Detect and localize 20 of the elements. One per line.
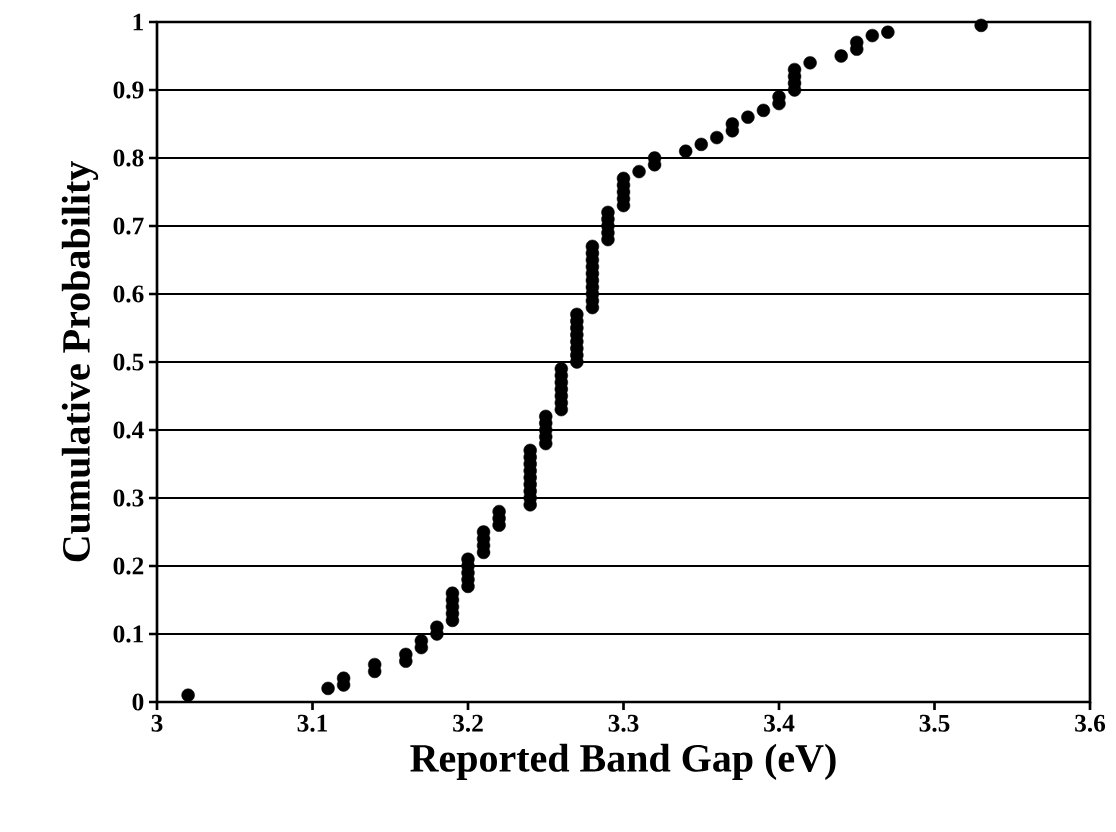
x-axis-title: Reported Band Gap (eV) xyxy=(410,743,836,780)
y-tick-label: 0.2 xyxy=(113,557,144,575)
y-tick-label: 0.5 xyxy=(113,353,144,371)
y-tick-label: 0.6 xyxy=(113,285,144,303)
y-tick-label: 0 xyxy=(132,693,144,711)
y-axis-title: Cumulative Probability xyxy=(61,161,99,562)
y-tick-label: 0.4 xyxy=(113,421,144,439)
x-tick-label: 3.1 xyxy=(297,714,328,732)
y-tick-label: 0.3 xyxy=(113,489,144,507)
x-tick-label: 3.4 xyxy=(764,714,795,732)
y-tick-label: 0.7 xyxy=(113,217,144,235)
x-tick-label: 3.3 xyxy=(608,714,639,732)
y-tick-label: 0.8 xyxy=(113,149,144,167)
x-tick-label: 3.5 xyxy=(919,714,950,732)
y-tick-label: 1 xyxy=(133,13,143,31)
y-tick-label: 0.1 xyxy=(113,625,143,643)
x-tick-label: 3.6 xyxy=(1075,714,1106,732)
y-tick-label: 0.9 xyxy=(113,81,144,99)
x-tick-label: 3.2 xyxy=(453,714,483,732)
x-tick-label: 3 xyxy=(151,714,163,732)
